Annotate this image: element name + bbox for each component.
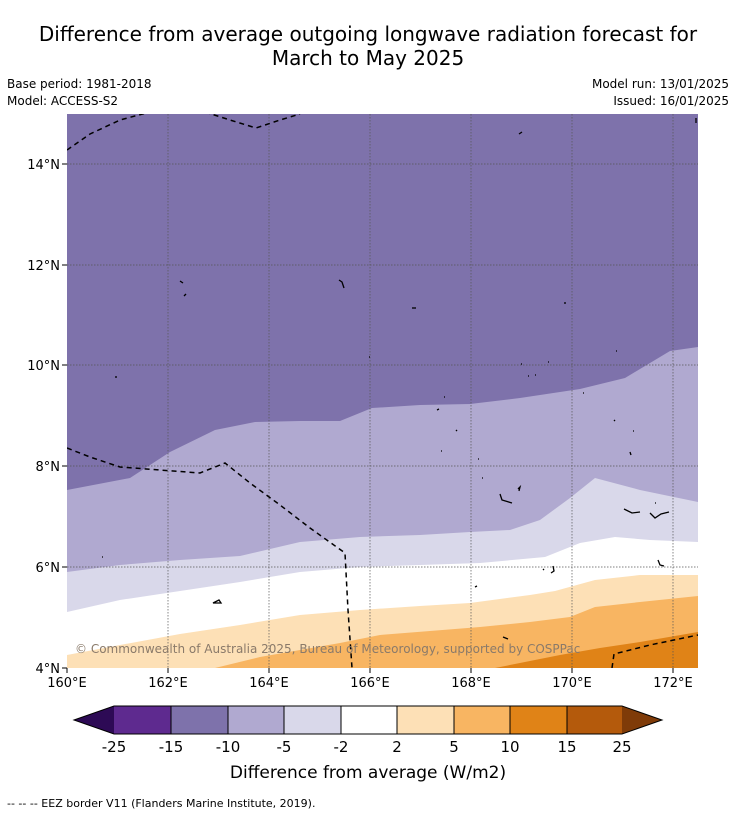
lon-label: 160°E (47, 676, 87, 691)
colorbar-segment (284, 706, 341, 734)
eez-footnote: -- -- -- EEZ border V11 (Flanders Marine… (7, 797, 316, 810)
meta-right: Model run: 13/01/2025 Issued: 16/01/2025 (592, 76, 729, 110)
colorbar-outline (72, 705, 664, 735)
colorbar-segment (567, 706, 622, 734)
lon-label: 170°E (552, 676, 592, 691)
lat-label: 6°N (36, 561, 61, 576)
colorbar-tick-label: -15 (159, 738, 184, 756)
colorbar-segment (114, 706, 171, 734)
colorbar-segment (510, 706, 567, 734)
title-line-1: Difference from average outgoing longwav… (38, 22, 698, 46)
colorbar-segment (171, 706, 228, 734)
model-name: Model: ACCESS-S2 (7, 94, 119, 108)
lat-label: 8°N (36, 460, 61, 475)
lon-label: 162°E (148, 676, 188, 691)
map-area: © Commonwealth of Australia 2025, Bureau… (67, 114, 698, 668)
lat-label: 12°N (27, 259, 60, 274)
colorbar-tick-label: 15 (557, 738, 576, 756)
colorbar-tick-label: -2 (334, 738, 349, 756)
lat-label: 14°N (27, 158, 60, 173)
axis-ticks (62, 163, 674, 673)
eez-borders (67, 114, 698, 668)
islands (102, 118, 697, 640)
model-run: Model run: 13/01/2025 (591, 77, 729, 91)
issued-date: Issued: 16/01/2025 (613, 94, 729, 108)
lat-label: 10°N (27, 359, 60, 374)
lat-label: 4°N (36, 662, 61, 677)
map-title: Difference from average outgoing longwav… (0, 22, 736, 70)
colorbar-extend-low (74, 706, 114, 734)
copyright-text: © Commonwealth of Australia 2025, Bureau… (75, 642, 580, 656)
band-5-to-10 (215, 596, 698, 668)
lat-labels: 14°N 12°N 10°N 8°N 6°N 4°N (27, 158, 60, 677)
lon-label: 166°E (350, 676, 390, 691)
lon-labels: 160°E 162°E 164°E 166°E 168°E 170°E 172°… (47, 676, 693, 691)
colorbar-ticks (170, 706, 568, 734)
colorbar-tick-label: 10 (500, 738, 519, 756)
colorbar-segment (228, 706, 284, 734)
colorbar-tick-label: 25 (612, 738, 631, 756)
colorbar-segment (454, 706, 510, 734)
colorbar-label: Difference from average (W/m2) (230, 763, 506, 783)
gridlines (67, 114, 698, 668)
base-period: Base period: 1981-2018 (7, 77, 152, 91)
colorbar-tick-labels: -25 -15 -10 -5 -2 2 5 10 15 25 (102, 738, 632, 756)
colorbar-tick-label: -10 (216, 738, 241, 756)
colorbar-extend-high (622, 706, 662, 734)
colorbar-tick-label: 5 (449, 738, 459, 756)
colorbar-segment (341, 706, 397, 734)
lon-label: 168°E (451, 676, 491, 691)
colorbar-tick-label: -25 (102, 738, 127, 756)
colorbar: -25 -15 -10 -5 -2 2 5 10 15 25 Differenc… (72, 705, 664, 783)
lon-label: 172°E (653, 676, 693, 691)
title-line-2: March to May 2025 (271, 46, 465, 70)
meta-left: Base period: 1981-2018 Model: ACCESS-S2 (7, 76, 152, 110)
lon-label: 164°E (249, 676, 289, 691)
colorbar-segment (397, 706, 454, 734)
colorbar-tick-label: -5 (277, 738, 292, 756)
colorbar-tick-label: 2 (392, 738, 402, 756)
band-10-to-15 (495, 632, 698, 668)
